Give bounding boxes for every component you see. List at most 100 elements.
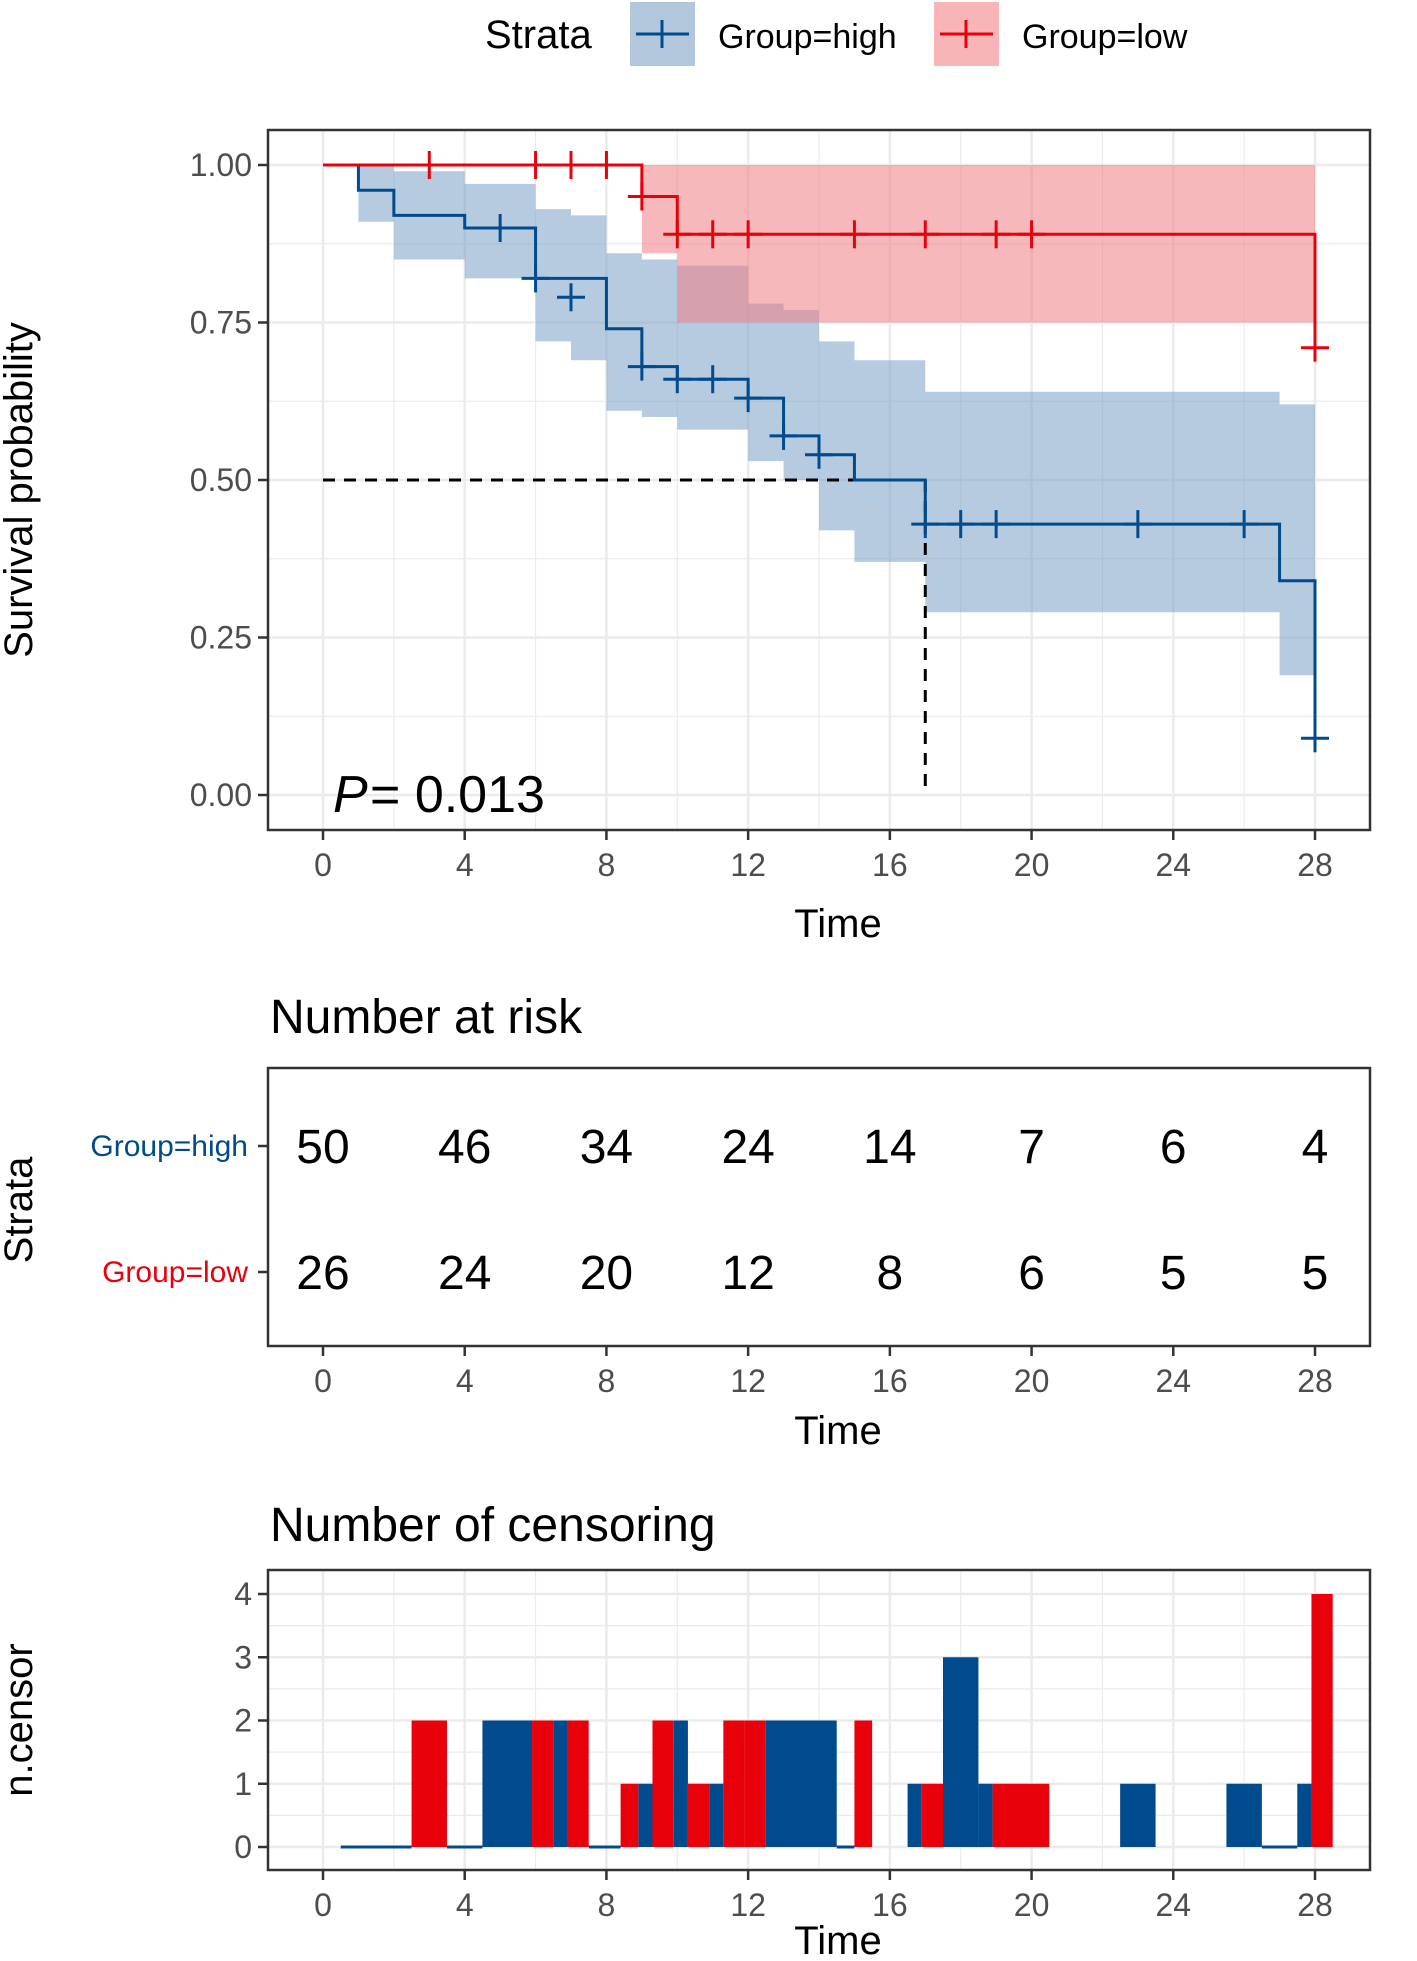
km-censor-mark-high	[911, 510, 940, 539]
risk-x-tick-label: 28	[1297, 1363, 1333, 1399]
km-y-tick-label: 0.50	[190, 462, 252, 498]
km-x-axis-title: Time	[794, 902, 881, 946]
km-censor-mark-high	[1230, 510, 1259, 539]
censoring-bar-high	[943, 1657, 979, 1847]
censoring-bar-high	[765, 1720, 837, 1847]
km-censor-mark-low	[521, 151, 550, 179]
km-censor-mark-high	[982, 510, 1011, 539]
risk-x-tick-label: 8	[598, 1363, 616, 1399]
censoring-y-tick-label: 2	[234, 1703, 252, 1739]
censoring-bar-high	[482, 1720, 533, 1847]
km-censor-mark-low	[734, 220, 763, 249]
censoring-bar-low	[567, 1720, 589, 1847]
km-censor-mark-high	[557, 283, 585, 312]
km-censor-mark-high	[1301, 724, 1329, 753]
censoring-bar-high	[638, 1783, 653, 1847]
legend-label-high: Group=high	[718, 18, 897, 56]
risk-table-border	[266, 1066, 1372, 1348]
km-censor-mark-low	[982, 220, 1011, 249]
km-x-tick-label: 28	[1297, 847, 1333, 883]
censoring-bar-low	[723, 1720, 745, 1847]
km-y-tick-label: 1.00	[190, 147, 252, 183]
km-panel: 0 4 8 12 16 20 24 28 0.00 0.25 0.50 0.75 1.00 P = 0.…	[0, 128, 1372, 946]
km-censor-mark-low	[698, 220, 727, 249]
risk-cell: 24	[438, 1247, 491, 1300]
risk-cell: 50	[296, 1121, 349, 1174]
risk-table-title: Number at risk	[270, 991, 583, 1044]
risk-x-tick-label: 20	[1014, 1363, 1050, 1399]
km-censor-mark-high	[946, 510, 975, 539]
km-censor-mark-high	[769, 421, 798, 450]
km-censor-mark-high	[486, 214, 515, 242]
km-axes: 0 4 8 12 16 20 24 28 0.00 0.25 0.50 0.75 1.00	[190, 147, 1333, 883]
risk-cell: 8	[877, 1247, 904, 1300]
censoring-bar-low	[532, 1720, 554, 1847]
km-censor-mark-low	[1301, 333, 1329, 362]
km-x-tick-label: 20	[1014, 847, 1050, 883]
censoring-bar-low	[1311, 1594, 1333, 1847]
censoring-y-tick-label: 4	[234, 1576, 252, 1612]
km-censor-mark-high	[663, 365, 692, 394]
censoring-title: Number of censoring	[270, 1499, 716, 1552]
km-censor-mark-low	[1017, 220, 1046, 249]
km-x-tick-label: 12	[730, 847, 766, 883]
km-x-tick-label: 0	[314, 847, 332, 883]
censoring-bar-high	[553, 1720, 568, 1847]
censoring-bar-high	[673, 1720, 688, 1847]
legend-label-low: Group=low	[1022, 18, 1188, 56]
km-censor-mark-low	[663, 220, 692, 249]
censoring-bar-low	[854, 1720, 873, 1847]
km-pvalue-text: = 0.013	[370, 766, 545, 824]
km-censor-mark-high	[1123, 510, 1152, 539]
km-pvalue-p: P	[333, 766, 368, 824]
km-y-tick-label: 0.00	[190, 777, 252, 813]
km-censor-mark-low	[840, 220, 869, 249]
censoring-x-tick-label: 8	[598, 1887, 616, 1923]
censoring-x-tick-label: 20	[1014, 1887, 1050, 1923]
risk-row-label: Group=high	[90, 1130, 248, 1163]
risk-cell: 6	[1160, 1121, 1187, 1174]
censoring-x-tick-label: 4	[456, 1887, 474, 1923]
censoring-bar-high	[709, 1783, 724, 1847]
risk-cell: 4	[1302, 1121, 1329, 1174]
censoring-y-tick-label: 3	[234, 1639, 252, 1675]
km-censor-mark-high	[805, 440, 833, 469]
risk-cell: 7	[1018, 1121, 1045, 1174]
censoring-bar-low	[411, 1720, 447, 1847]
risk-cell: 5	[1160, 1247, 1187, 1300]
risk-row-label: Group=low	[102, 1256, 248, 1289]
risk-cell: 46	[438, 1121, 491, 1174]
censoring-bar-high	[1226, 1783, 1262, 1847]
censoring-x-axis-title: Time	[794, 1919, 881, 1961]
km-censor-marks	[415, 151, 1329, 753]
censoring-x-tick-label: 0	[314, 1887, 332, 1923]
risk-y-axis-title: Strata	[0, 1156, 41, 1263]
censoring-bar-low	[620, 1783, 639, 1847]
censoring-x-tick-label: 12	[730, 1887, 766, 1923]
km-curve-low	[323, 163, 1317, 348]
risk-cell: 24	[721, 1121, 774, 1174]
km-censor-mark-high	[698, 365, 727, 394]
km-censor-mark-low	[627, 182, 656, 211]
km-x-tick-label: 24	[1155, 847, 1191, 883]
risk-cell: 6	[1018, 1247, 1045, 1300]
censoring-bar-high	[907, 1783, 922, 1847]
censoring-bar-high	[1297, 1783, 1312, 1847]
legend-title: Strata	[485, 13, 592, 57]
risk-x-axis-title: Time	[794, 1409, 881, 1453]
censoring-bar-low	[921, 1783, 943, 1847]
censoring-bar-low	[687, 1783, 710, 1847]
censoring-y-tick-label: 1	[234, 1766, 252, 1802]
censoring-bar-high	[1120, 1783, 1156, 1847]
risk-cell: 12	[721, 1247, 774, 1300]
censoring-x-tick-label: 24	[1155, 1887, 1191, 1923]
km-x-tick-label: 4	[456, 847, 474, 883]
km-censor-mark-low	[415, 151, 444, 179]
risk-cell: 5	[1302, 1247, 1329, 1300]
km-censor-mark-high	[734, 384, 763, 413]
censoring-bar-high	[978, 1783, 993, 1847]
km-y-tick-label: 0.75	[190, 305, 252, 341]
